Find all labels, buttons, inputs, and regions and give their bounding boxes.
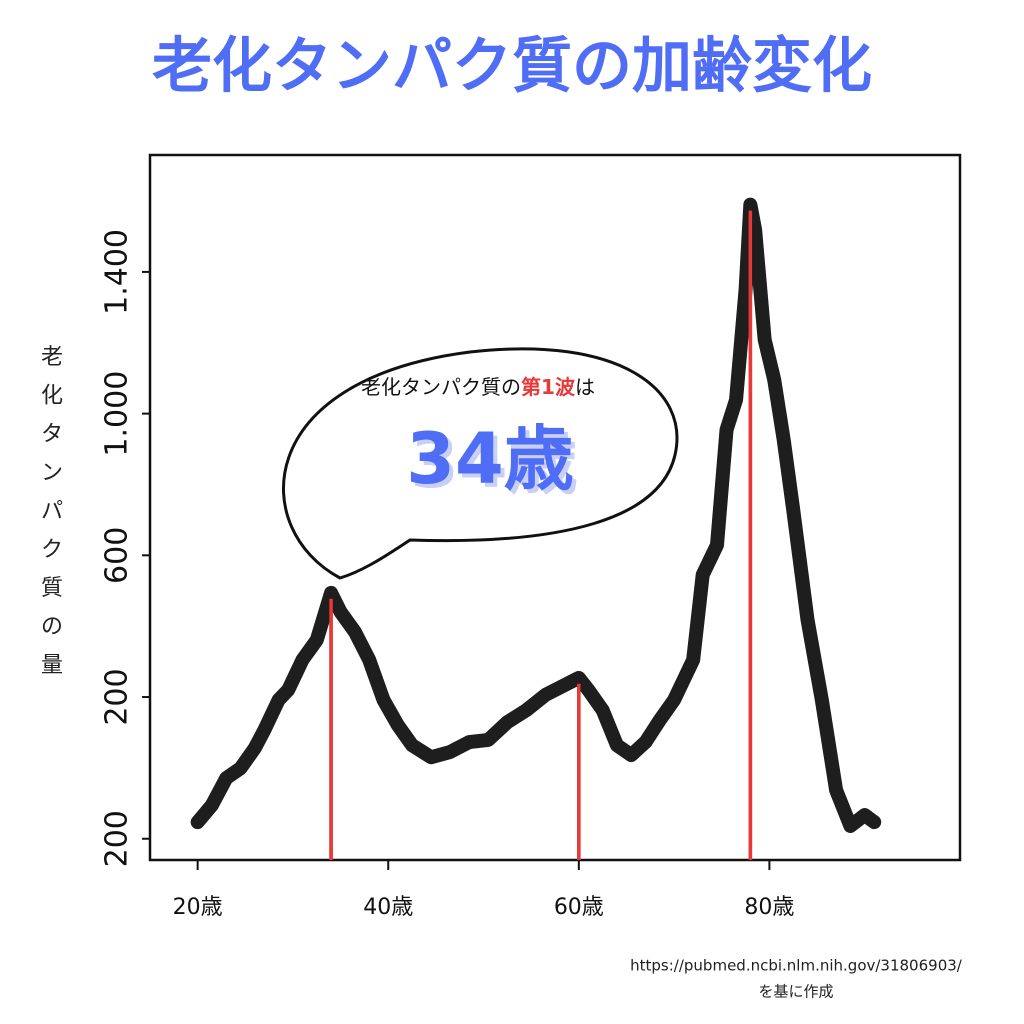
- chart-title: 老化タンパク質の加齢変化: [152, 32, 872, 102]
- source-url: https://pubmed.ncbi.nlm.nih.gov/31806903…: [630, 957, 963, 975]
- y-axis-label-char: 化: [41, 384, 63, 409]
- y-axis-label-char: ク: [41, 538, 63, 563]
- x-tick-label: 40歳: [363, 895, 413, 920]
- y-tick-label: 1.000: [100, 371, 135, 457]
- data-line: [190, 197, 882, 833]
- y-axis-label-char: の: [41, 615, 63, 640]
- x-tick-label: 80歳: [744, 895, 794, 920]
- callout-value-shadow: 34歳: [410, 422, 577, 504]
- callout-text: 老化タンパク質の第1波は: [361, 375, 595, 399]
- plot-frame: [148, 153, 962, 862]
- source-note: を基に作成: [758, 983, 833, 1001]
- y-tick-label: 1.400: [100, 229, 135, 315]
- x-tick-label: 60歳: [554, 895, 604, 920]
- speech-bubble: [282, 347, 679, 580]
- callout-value: 34歳: [406, 418, 573, 500]
- y-axis-label-char: ン: [41, 461, 63, 486]
- y-tick-label: 200: [100, 810, 135, 867]
- y-axis-label-char: パ: [41, 499, 63, 524]
- x-tick-label: 20歳: [173, 895, 223, 920]
- y-axis-label-char: 量: [41, 653, 63, 678]
- y-tick-label: 200: [100, 668, 135, 725]
- y-axis-label-char: 質: [41, 576, 63, 601]
- y-axis-label-char: 老: [41, 345, 63, 370]
- y-tick-label: 600: [100, 527, 135, 584]
- y-axis-label-char: タ: [41, 422, 63, 447]
